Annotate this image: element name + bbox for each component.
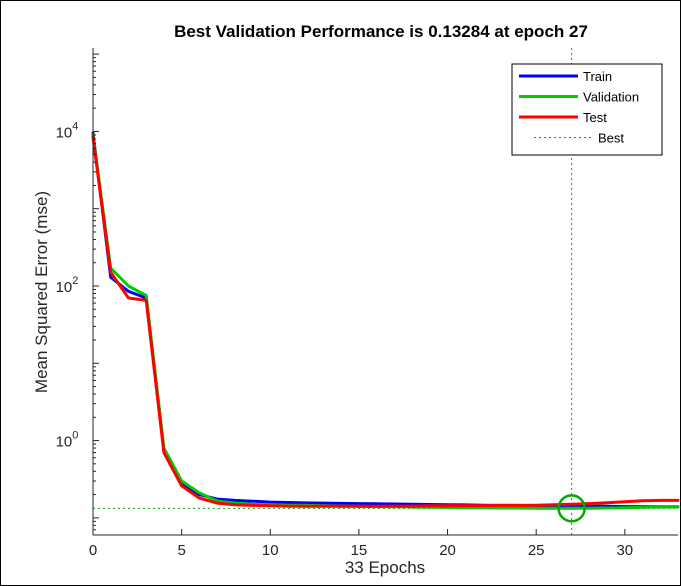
legend-label-train: Train	[583, 69, 612, 84]
x-tick-label: 15	[351, 542, 368, 559]
x-tick-label: 30	[616, 542, 633, 559]
series-layer	[91, 131, 680, 523]
legend-label-validation: Validation	[583, 90, 639, 105]
y-tick-label: 102	[56, 275, 79, 296]
x-tick-label: 20	[439, 542, 456, 559]
x-tick-label: 5	[177, 542, 185, 559]
series-line-test	[91, 135, 680, 508]
legend: Train Validation Test Best	[511, 63, 663, 156]
x-ticks: 0 5 10 15 20 25 30	[89, 529, 633, 559]
y-ticks: 100 102 104	[56, 53, 99, 536]
legend-entries: Train Validation Test Best	[519, 69, 639, 146]
y-tick-label: 104	[56, 120, 79, 141]
best-circle-marker	[557, 494, 586, 523]
chart-title: Best Validation Performance is 0.13284 a…	[174, 22, 588, 41]
legend-label-best: Best	[598, 131, 624, 146]
x-axis-label: 33 Epochs	[345, 558, 425, 577]
series-line-train	[91, 131, 680, 509]
x-tick-label: 25	[528, 542, 545, 559]
legend-box	[511, 63, 663, 156]
x-tick-label: 10	[262, 542, 279, 559]
x-tick-label: 0	[89, 542, 97, 559]
y-axis-label: Mean Squared Error (mse)	[32, 191, 51, 393]
y-tick-label: 100	[56, 430, 79, 451]
legend-label-test: Test	[583, 110, 607, 125]
